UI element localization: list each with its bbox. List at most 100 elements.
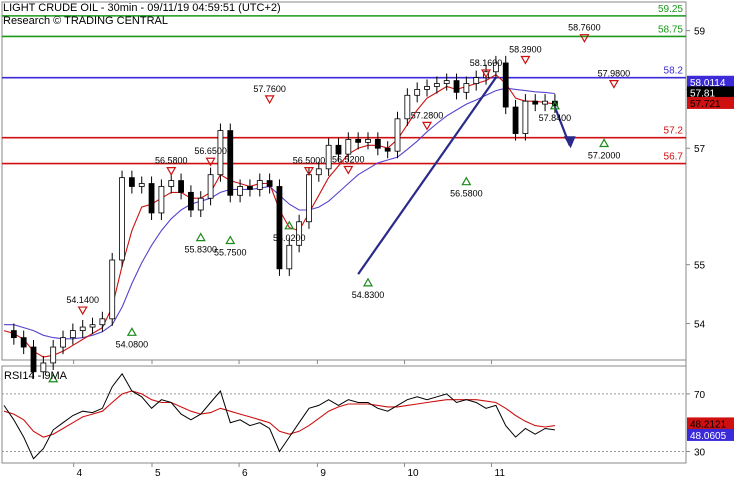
candle-body bbox=[227, 130, 234, 196]
candle-body bbox=[128, 177, 135, 187]
level-label: 58.2 bbox=[664, 66, 684, 77]
candle-body bbox=[296, 221, 303, 246]
pivot-label: 57.8400 bbox=[539, 113, 572, 123]
candle-body bbox=[443, 80, 450, 84]
pivot-label: 57.2800 bbox=[411, 110, 444, 120]
candle-body bbox=[168, 180, 175, 187]
candle-body bbox=[69, 330, 76, 339]
price-tag-bg bbox=[687, 96, 734, 109]
price-tag-label: 58.0114 bbox=[690, 78, 726, 89]
pivot-down-marker bbox=[264, 95, 275, 105]
pivot-down-marker bbox=[608, 79, 619, 89]
candle-body bbox=[188, 191, 194, 211]
rsi-tag-label: 48.0605 bbox=[690, 431, 727, 442]
candle-body bbox=[473, 77, 480, 84]
candle-body bbox=[365, 139, 371, 143]
pivot-down-marker bbox=[205, 157, 216, 167]
y-tick-label: 59 bbox=[694, 27, 706, 38]
candle-body bbox=[453, 80, 460, 93]
x-tick-label: 4 bbox=[77, 468, 83, 479]
candle-body bbox=[286, 244, 293, 270]
rsi-panel-frame bbox=[1, 365, 687, 464]
pivot-label: 58.1600 bbox=[470, 58, 503, 68]
candle-body bbox=[384, 147, 391, 152]
candle-body bbox=[463, 83, 470, 93]
rsi-line bbox=[3, 372, 555, 460]
pivot-down-marker bbox=[579, 34, 590, 43]
price-tag-bg bbox=[687, 75, 734, 88]
pivot-up-marker bbox=[284, 220, 295, 230]
x-tick-label: 6 bbox=[242, 468, 248, 479]
trendline bbox=[357, 77, 497, 275]
chart-title: LIGHT CRUDE OIL - 30min - 09/11/19 04:59… bbox=[3, 2, 281, 14]
candle-body bbox=[374, 139, 381, 149]
pivot-label: 56.0200 bbox=[273, 233, 306, 243]
candle-body bbox=[158, 186, 165, 214]
pivot-label: 56.5200 bbox=[332, 154, 365, 164]
candle-body bbox=[60, 337, 66, 348]
pivot-label: 55.8300 bbox=[184, 245, 217, 255]
candle-body bbox=[237, 186, 244, 196]
price-tag-label: 57.81 bbox=[690, 88, 715, 99]
y-tick-label: 57 bbox=[694, 144, 706, 155]
rsi-ma-line bbox=[3, 390, 555, 438]
pivot-up-marker bbox=[48, 373, 59, 383]
candle-body bbox=[502, 62, 509, 108]
pivot-down-marker bbox=[421, 121, 433, 131]
candle-body bbox=[306, 174, 312, 223]
pivot-label: 57.9800 bbox=[598, 69, 631, 79]
x-tick-label: 5 bbox=[155, 468, 161, 479]
candle-body bbox=[404, 94, 411, 120]
pivot-label: 56.5800 bbox=[450, 189, 483, 199]
candle-body bbox=[138, 183, 145, 187]
candle-body bbox=[256, 180, 263, 190]
x-tick-label: 11 bbox=[495, 468, 506, 479]
pivot-label: 55.7500 bbox=[214, 248, 247, 258]
pivot-up-marker bbox=[362, 277, 374, 287]
y-tick-label: 54 bbox=[694, 320, 706, 331]
pivot-down-marker bbox=[166, 167, 177, 176]
pivot-label: 57.2000 bbox=[588, 150, 621, 160]
candle-body bbox=[532, 100, 539, 105]
candle-body bbox=[79, 326, 86, 331]
candle-body bbox=[10, 330, 17, 339]
candle-body bbox=[89, 324, 96, 328]
pivot-label: 56.5800 bbox=[155, 156, 188, 166]
candle-body bbox=[99, 318, 106, 326]
candle-body bbox=[217, 130, 224, 176]
rsi-y-tick-label: 30 bbox=[694, 447, 706, 458]
price-tag-label: 57.721 bbox=[690, 99, 721, 110]
candle-body bbox=[207, 174, 214, 199]
pivot-label: 58.3900 bbox=[509, 44, 542, 54]
level-label: 59.25 bbox=[658, 4, 683, 15]
pivot-up-marker bbox=[549, 100, 560, 110]
pivot-down-marker bbox=[77, 306, 88, 316]
candle-body bbox=[266, 180, 273, 187]
candle-body bbox=[178, 180, 184, 193]
pivot-up-marker bbox=[195, 232, 206, 242]
level-label: 57.2 bbox=[664, 126, 684, 137]
candle-body bbox=[394, 118, 401, 152]
pivot-down-marker bbox=[343, 165, 354, 175]
pivot-up-marker bbox=[126, 327, 137, 336]
candle-body bbox=[325, 144, 332, 170]
candle-body bbox=[40, 362, 47, 373]
pivot-up-marker bbox=[599, 138, 610, 148]
candle-body bbox=[355, 139, 362, 143]
candle-body bbox=[414, 89, 421, 96]
candle-body bbox=[522, 100, 529, 134]
x-tick-label: 10 bbox=[407, 468, 419, 479]
pivot-label: 54.1400 bbox=[66, 295, 99, 305]
candle-body bbox=[492, 62, 499, 73]
candle-body bbox=[20, 337, 27, 348]
pivot-up-marker bbox=[461, 176, 472, 186]
pivot-label: 56.6500 bbox=[194, 146, 227, 156]
candle-body bbox=[276, 186, 283, 270]
candle-body bbox=[542, 100, 548, 105]
price-panel-frame bbox=[1, 1, 687, 361]
pivot-label: 56.5000 bbox=[293, 156, 326, 166]
level-label: 56.7 bbox=[664, 152, 684, 163]
pivot-up-marker bbox=[225, 235, 236, 245]
candle-body bbox=[335, 144, 342, 155]
